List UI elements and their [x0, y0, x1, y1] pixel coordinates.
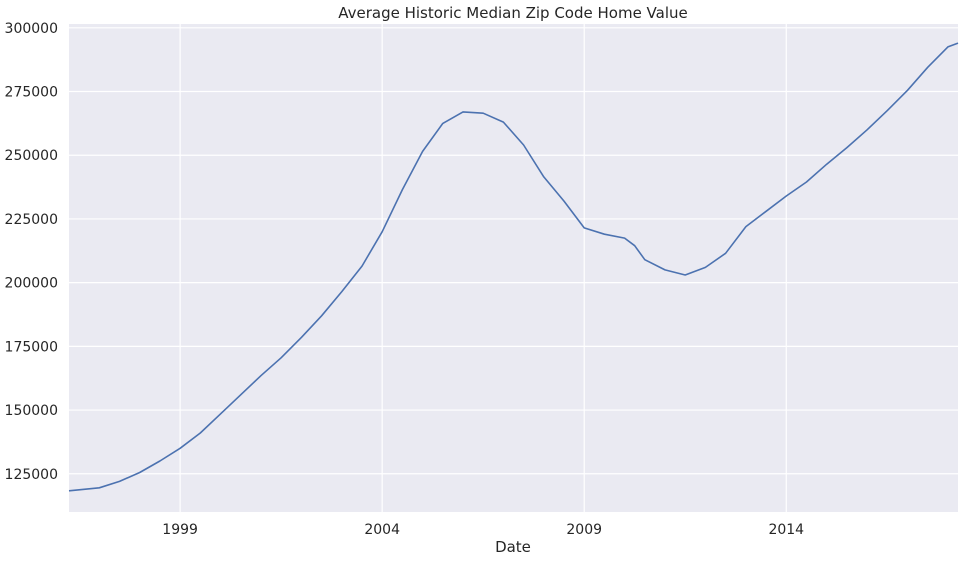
- y-tick-label: 125000: [5, 467, 58, 483]
- x-axis-label: Date: [495, 538, 531, 556]
- y-tick-labels: 125000 150000 175000 200000 225000 250000 2750…: [5, 21, 58, 483]
- y-tick-label: 225000: [5, 212, 58, 228]
- x-tick-label: 1999: [162, 522, 198, 538]
- y-tick-label: 250000: [5, 148, 58, 164]
- x-tick-labels: 1999 2004 2009 2014: [162, 522, 804, 538]
- series-line: [68, 42, 959, 492]
- x-gridlines: [179, 24, 787, 512]
- y-tick-label: 300000: [5, 21, 58, 37]
- y-tick-label: 150000: [5, 403, 58, 419]
- y-gridlines: [69, 27, 958, 475]
- y-tick-label: 275000: [5, 85, 58, 101]
- x-tick-label: 2004: [364, 522, 400, 538]
- chart-title: Average Historic Median Zip Code Home Va…: [338, 4, 688, 22]
- y-tick-label: 175000: [5, 339, 58, 355]
- y-tick-label: 200000: [5, 276, 58, 292]
- x-tick-label: 2009: [566, 522, 602, 538]
- x-tick-label: 2014: [768, 522, 804, 538]
- plot-area: [69, 24, 958, 512]
